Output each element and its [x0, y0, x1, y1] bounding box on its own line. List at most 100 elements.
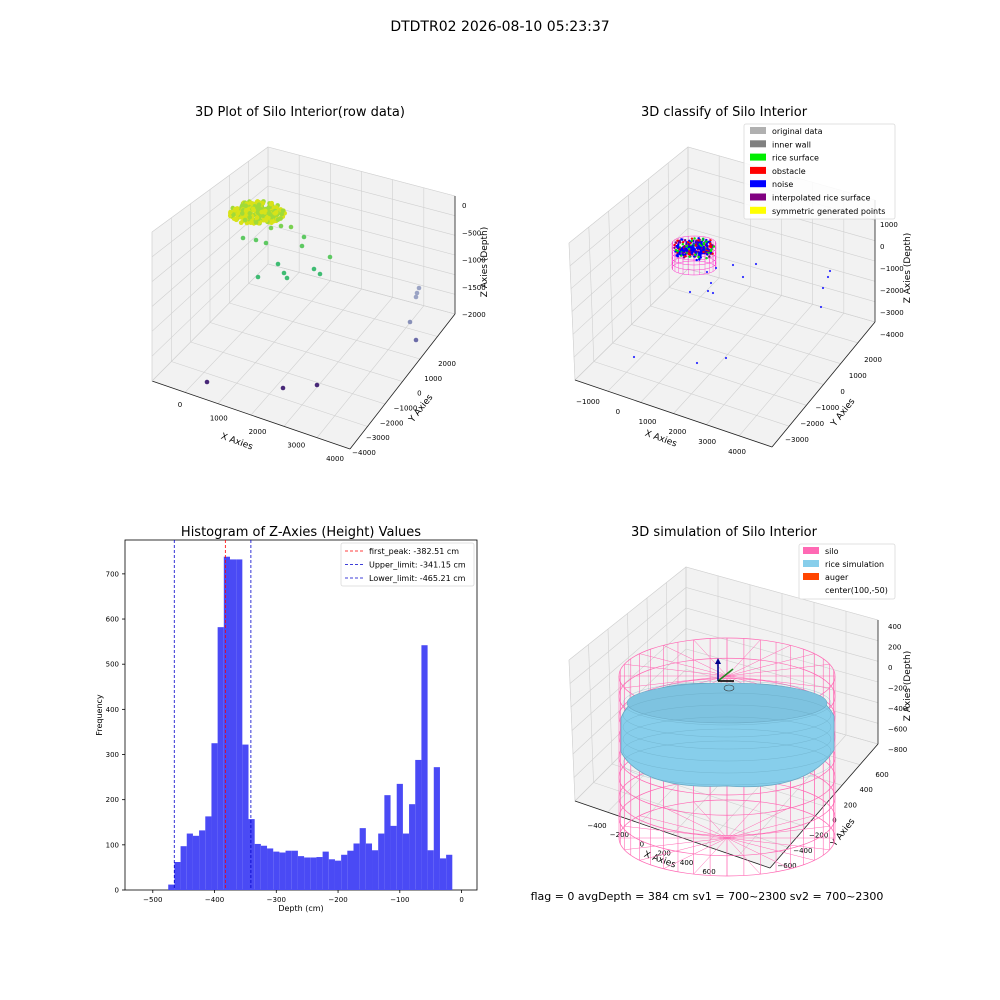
histogram-bar	[267, 848, 274, 890]
y-tick-label: −1000	[816, 404, 840, 412]
raw-point	[279, 211, 285, 217]
raw-point	[232, 208, 238, 213]
classified-point	[703, 247, 706, 250]
histogram-bar	[254, 843, 261, 890]
axes-3d-box	[151, 146, 456, 450]
x-tick-label: 400	[680, 859, 693, 867]
histogram-bar	[229, 559, 237, 890]
raw-point	[267, 211, 273, 217]
histogram-bar	[446, 854, 453, 890]
classified-point	[708, 255, 711, 258]
classified-point	[674, 241, 677, 244]
y-tick-label: 300	[106, 751, 119, 759]
x-ticks: −500 −400 −300 −200 −100 0	[143, 890, 464, 904]
z-tick-label: 200	[888, 644, 901, 652]
legend-swatch	[803, 547, 819, 554]
legend-swatch	[803, 560, 819, 567]
z-tick-label: −1500	[462, 284, 486, 292]
silo-spoke	[663, 837, 728, 869]
noise-point	[731, 263, 735, 267]
silo-spoke	[624, 675, 728, 688]
classified-point	[673, 243, 676, 247]
classified-point	[681, 240, 685, 244]
silo-spoke	[663, 645, 728, 677]
classified-point	[691, 248, 694, 252]
histogram-bar	[409, 804, 416, 890]
silo-spoke	[726, 837, 791, 869]
x-tick-label: −300	[267, 896, 286, 904]
histogram-bar	[304, 857, 311, 890]
histogram-bar	[236, 559, 243, 890]
histogram-bar	[427, 850, 434, 890]
classified-point	[683, 239, 687, 242]
noise-point	[695, 361, 699, 365]
legend-label: original data	[772, 127, 823, 136]
classified-point	[676, 239, 679, 242]
grid-line	[267, 263, 456, 315]
noise-point	[724, 356, 728, 360]
legend-label: first_peak: -382.51 cm	[369, 547, 459, 556]
classified-point	[681, 238, 684, 241]
silo-spoke	[726, 675, 830, 688]
histogram-bar	[396, 783, 403, 890]
histogram-bar	[316, 857, 323, 890]
y-tick-label: 400	[106, 706, 119, 714]
legend-swatch	[750, 166, 766, 174]
raw-point	[407, 319, 413, 325]
histogram-bar	[372, 850, 379, 890]
z-tick-label: −500	[462, 229, 481, 237]
histogram-bars	[168, 556, 453, 890]
y-tick-label: −600	[777, 862, 796, 870]
x-tick-label: 0	[616, 408, 620, 416]
legend-label: silo	[825, 547, 839, 556]
classified-point	[695, 242, 698, 245]
raw-point	[259, 209, 264, 215]
raw-point	[314, 382, 320, 388]
raw-point	[239, 211, 245, 216]
x-tick-label: 2000	[668, 428, 686, 436]
x-axis-line	[574, 800, 771, 869]
legend-label: obstacle	[772, 167, 806, 176]
x-tick-label: 4000	[326, 455, 344, 463]
legend-label: auger	[825, 573, 849, 582]
classified-point	[693, 248, 696, 251]
z-tick-label: 0	[888, 664, 892, 672]
y-tick-label: 0	[115, 887, 119, 895]
classified-point	[678, 241, 681, 244]
z-tick-label: −200	[888, 685, 907, 693]
x-axis-line	[151, 380, 351, 450]
x-tick-label: 3000	[698, 438, 716, 446]
silo-spoke	[624, 826, 728, 839]
y-tick-label: 200	[106, 796, 119, 804]
classified-point	[690, 252, 694, 255]
histogram-bar	[291, 850, 298, 890]
noise-point	[705, 270, 709, 274]
classified-point	[673, 246, 676, 249]
silo-spoke	[624, 837, 728, 850]
silo-spoke	[726, 653, 815, 677]
histogram-bar	[285, 850, 292, 890]
y-tick-label: 600	[875, 771, 888, 779]
raw-point	[275, 217, 281, 222]
classified-point	[697, 245, 701, 248]
legend-swatch	[750, 140, 766, 148]
raw-point	[299, 243, 305, 249]
classified-point	[698, 252, 701, 255]
x-tick-label: −500	[143, 896, 162, 904]
histogram-bar	[334, 860, 342, 890]
panel-classify-title: 3D classify of Silo Interior	[641, 105, 808, 120]
rice-grid	[622, 692, 832, 738]
legend-swatch	[750, 206, 766, 214]
silo-spoke	[663, 807, 728, 839]
grid-line	[151, 244, 269, 357]
noise-point	[714, 266, 718, 270]
y-axis-line	[771, 321, 876, 448]
legend-label: Upper_limit: -341.15 cm	[369, 561, 466, 570]
simulation-legend: silo rice simulation auger center(100,-50)	[798, 543, 896, 600]
x-tick-labels: −1000 0 1000 2000 3000 4000	[576, 398, 746, 456]
z-tick-label: −1000	[462, 257, 486, 265]
raw-point	[413, 294, 419, 300]
classified-point	[699, 256, 703, 259]
silo-spoke	[726, 664, 830, 677]
